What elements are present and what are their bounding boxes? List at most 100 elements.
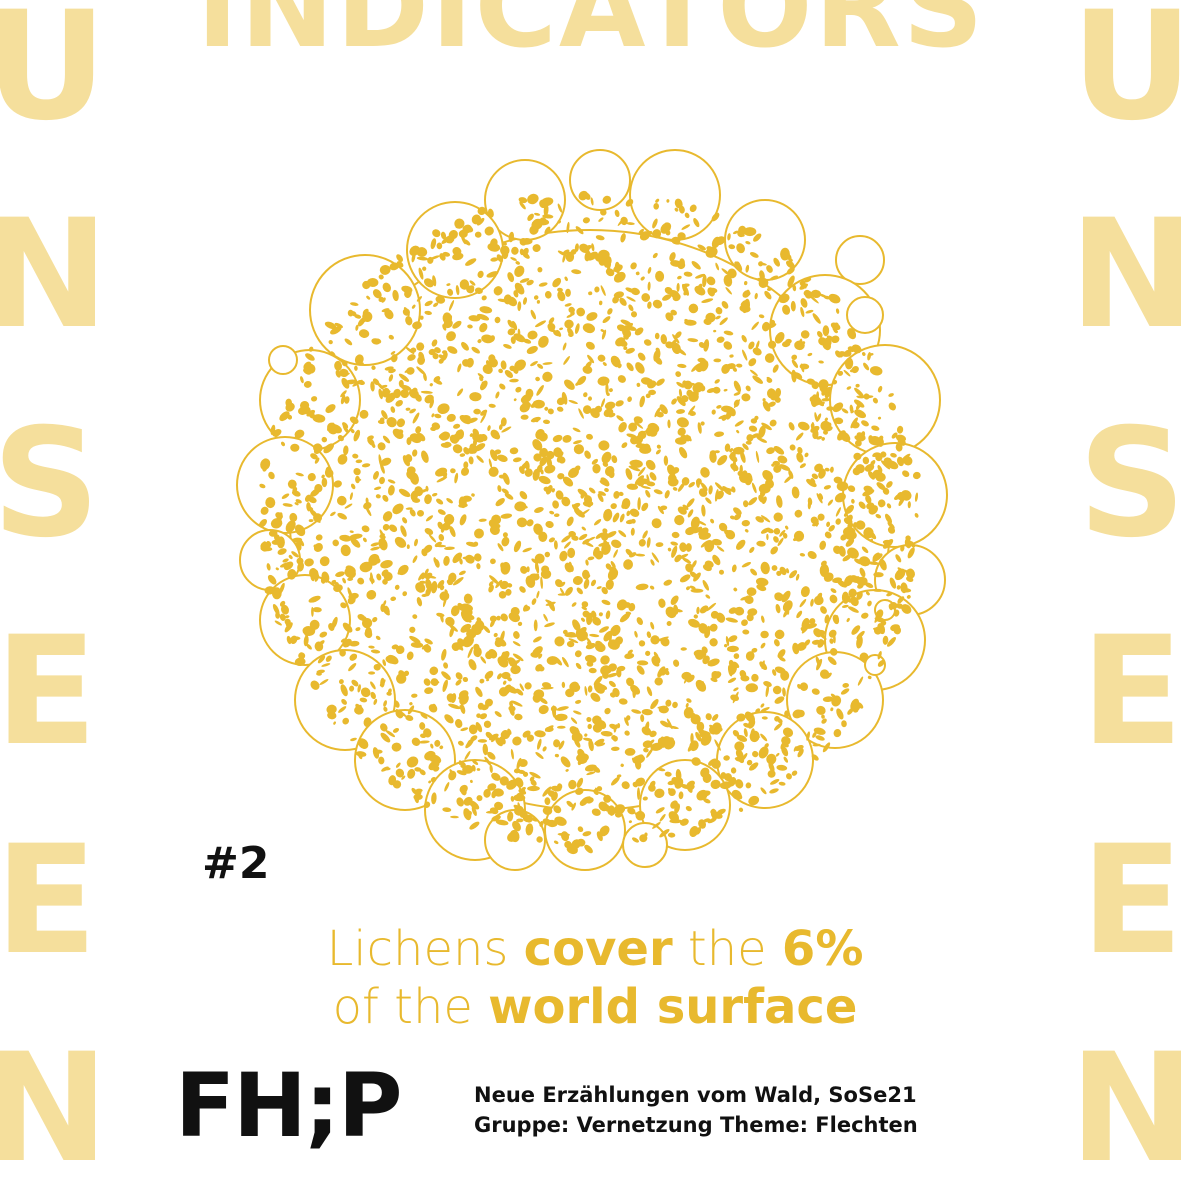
lichen-spot (770, 756, 775, 766)
lichen-spot (888, 402, 896, 411)
lichen-spot (709, 451, 717, 463)
lichen-spot (897, 596, 905, 604)
lichen-spot (900, 582, 908, 594)
lichen-spot (555, 490, 564, 500)
lichen-spot (882, 487, 890, 495)
lichen-spot (559, 581, 566, 587)
lichen-spot (418, 488, 429, 494)
lichen-spot (533, 453, 542, 462)
lichen-spot (685, 805, 692, 812)
lichen-spot (750, 728, 755, 740)
lichen-spot (414, 538, 418, 547)
lichen-spot (464, 750, 471, 761)
lichen-spot (450, 815, 459, 819)
lichen-spot (556, 456, 562, 463)
lichen-spot (673, 659, 680, 667)
lichen-spot (527, 193, 539, 205)
lichen-spot (374, 749, 383, 754)
lichen-spot (769, 275, 779, 281)
lichen-spot (715, 307, 723, 315)
lichen-spot (493, 286, 503, 296)
lichen-spot (872, 469, 883, 480)
lichen-spot (678, 447, 688, 459)
lichen-spot (397, 567, 407, 575)
lichen-spot (591, 808, 601, 816)
lichen-spot (679, 574, 691, 583)
lichen-spot (868, 561, 880, 565)
lichen-spot (456, 797, 464, 807)
lichen-spot (490, 558, 496, 565)
headline-line-2: of the world surface (250, 978, 940, 1036)
lichen-spot (668, 811, 679, 823)
lichen-spot (797, 683, 802, 689)
lichen-spot (664, 669, 670, 676)
lichen-spot (841, 720, 847, 728)
lichen-spot (666, 621, 672, 626)
lichen-spot (501, 426, 512, 433)
lichen-spot (473, 646, 482, 658)
lichen-spot (468, 315, 481, 322)
lichen-spot (400, 389, 410, 399)
lichen-spot (577, 375, 587, 386)
lichen-spot (445, 616, 455, 627)
lichen-spot (769, 419, 777, 427)
lichen-spot (827, 499, 834, 506)
lichen-spot (483, 625, 491, 634)
lichen-spot (896, 425, 904, 434)
lichen-spot (419, 722, 426, 730)
lichen-spot (696, 721, 705, 732)
lichen-spot (363, 717, 372, 728)
lichen-spot (610, 355, 621, 368)
lichen-spot (409, 509, 416, 517)
lichen-spot (605, 531, 617, 538)
lichen-spot (588, 667, 597, 674)
lichen-spot (518, 466, 525, 474)
lichen-spot (313, 543, 323, 552)
lichen-spot (743, 722, 751, 728)
lichen-spot (589, 633, 600, 638)
lichen-spot (458, 503, 468, 508)
lichen-spot (750, 418, 758, 424)
lichen-spot (584, 450, 591, 459)
lichen-spot (485, 698, 493, 707)
lichen-spot (620, 319, 632, 326)
lichen-spot (467, 324, 473, 329)
lichen-spot (760, 787, 767, 795)
lichen-spot (829, 466, 834, 473)
lichen-spot (497, 485, 502, 493)
lichen-spot (877, 465, 883, 473)
lichen-spot (455, 223, 463, 229)
lichen-spot (349, 653, 358, 661)
lichen-spot (798, 338, 803, 350)
lichen-spot (590, 408, 600, 419)
lichen-spot (432, 229, 441, 238)
lichen-spot (671, 531, 680, 539)
lichen-spot (477, 702, 485, 710)
lichen-spot (773, 512, 783, 522)
lichen-spot (784, 710, 790, 718)
lichen-spot (540, 197, 554, 207)
lichen-spot (682, 504, 689, 511)
lichen-spot (542, 806, 553, 815)
lichen-spot (592, 723, 603, 733)
lichen-spot (411, 737, 421, 746)
lichen-spot (637, 497, 641, 511)
lichen-spot (907, 547, 915, 559)
lichen-spot (357, 379, 365, 386)
lichen-spot (851, 366, 859, 374)
lichen-spot (518, 759, 528, 767)
lichen-spot (370, 381, 375, 392)
lichen-spot (371, 443, 376, 448)
lichen-spot (550, 785, 562, 792)
lichen-spot (380, 732, 391, 743)
lichen-spot (439, 612, 444, 623)
lichen-spot (474, 553, 482, 562)
lichen-spot (424, 527, 434, 536)
lichen-spot (458, 760, 462, 766)
lichen-spot (571, 269, 582, 275)
lichen-spot (389, 262, 400, 271)
lichen-spot (519, 201, 526, 210)
lichen-spot (643, 446, 651, 452)
lichen-spot (564, 319, 574, 329)
lichen-spot (457, 740, 464, 746)
